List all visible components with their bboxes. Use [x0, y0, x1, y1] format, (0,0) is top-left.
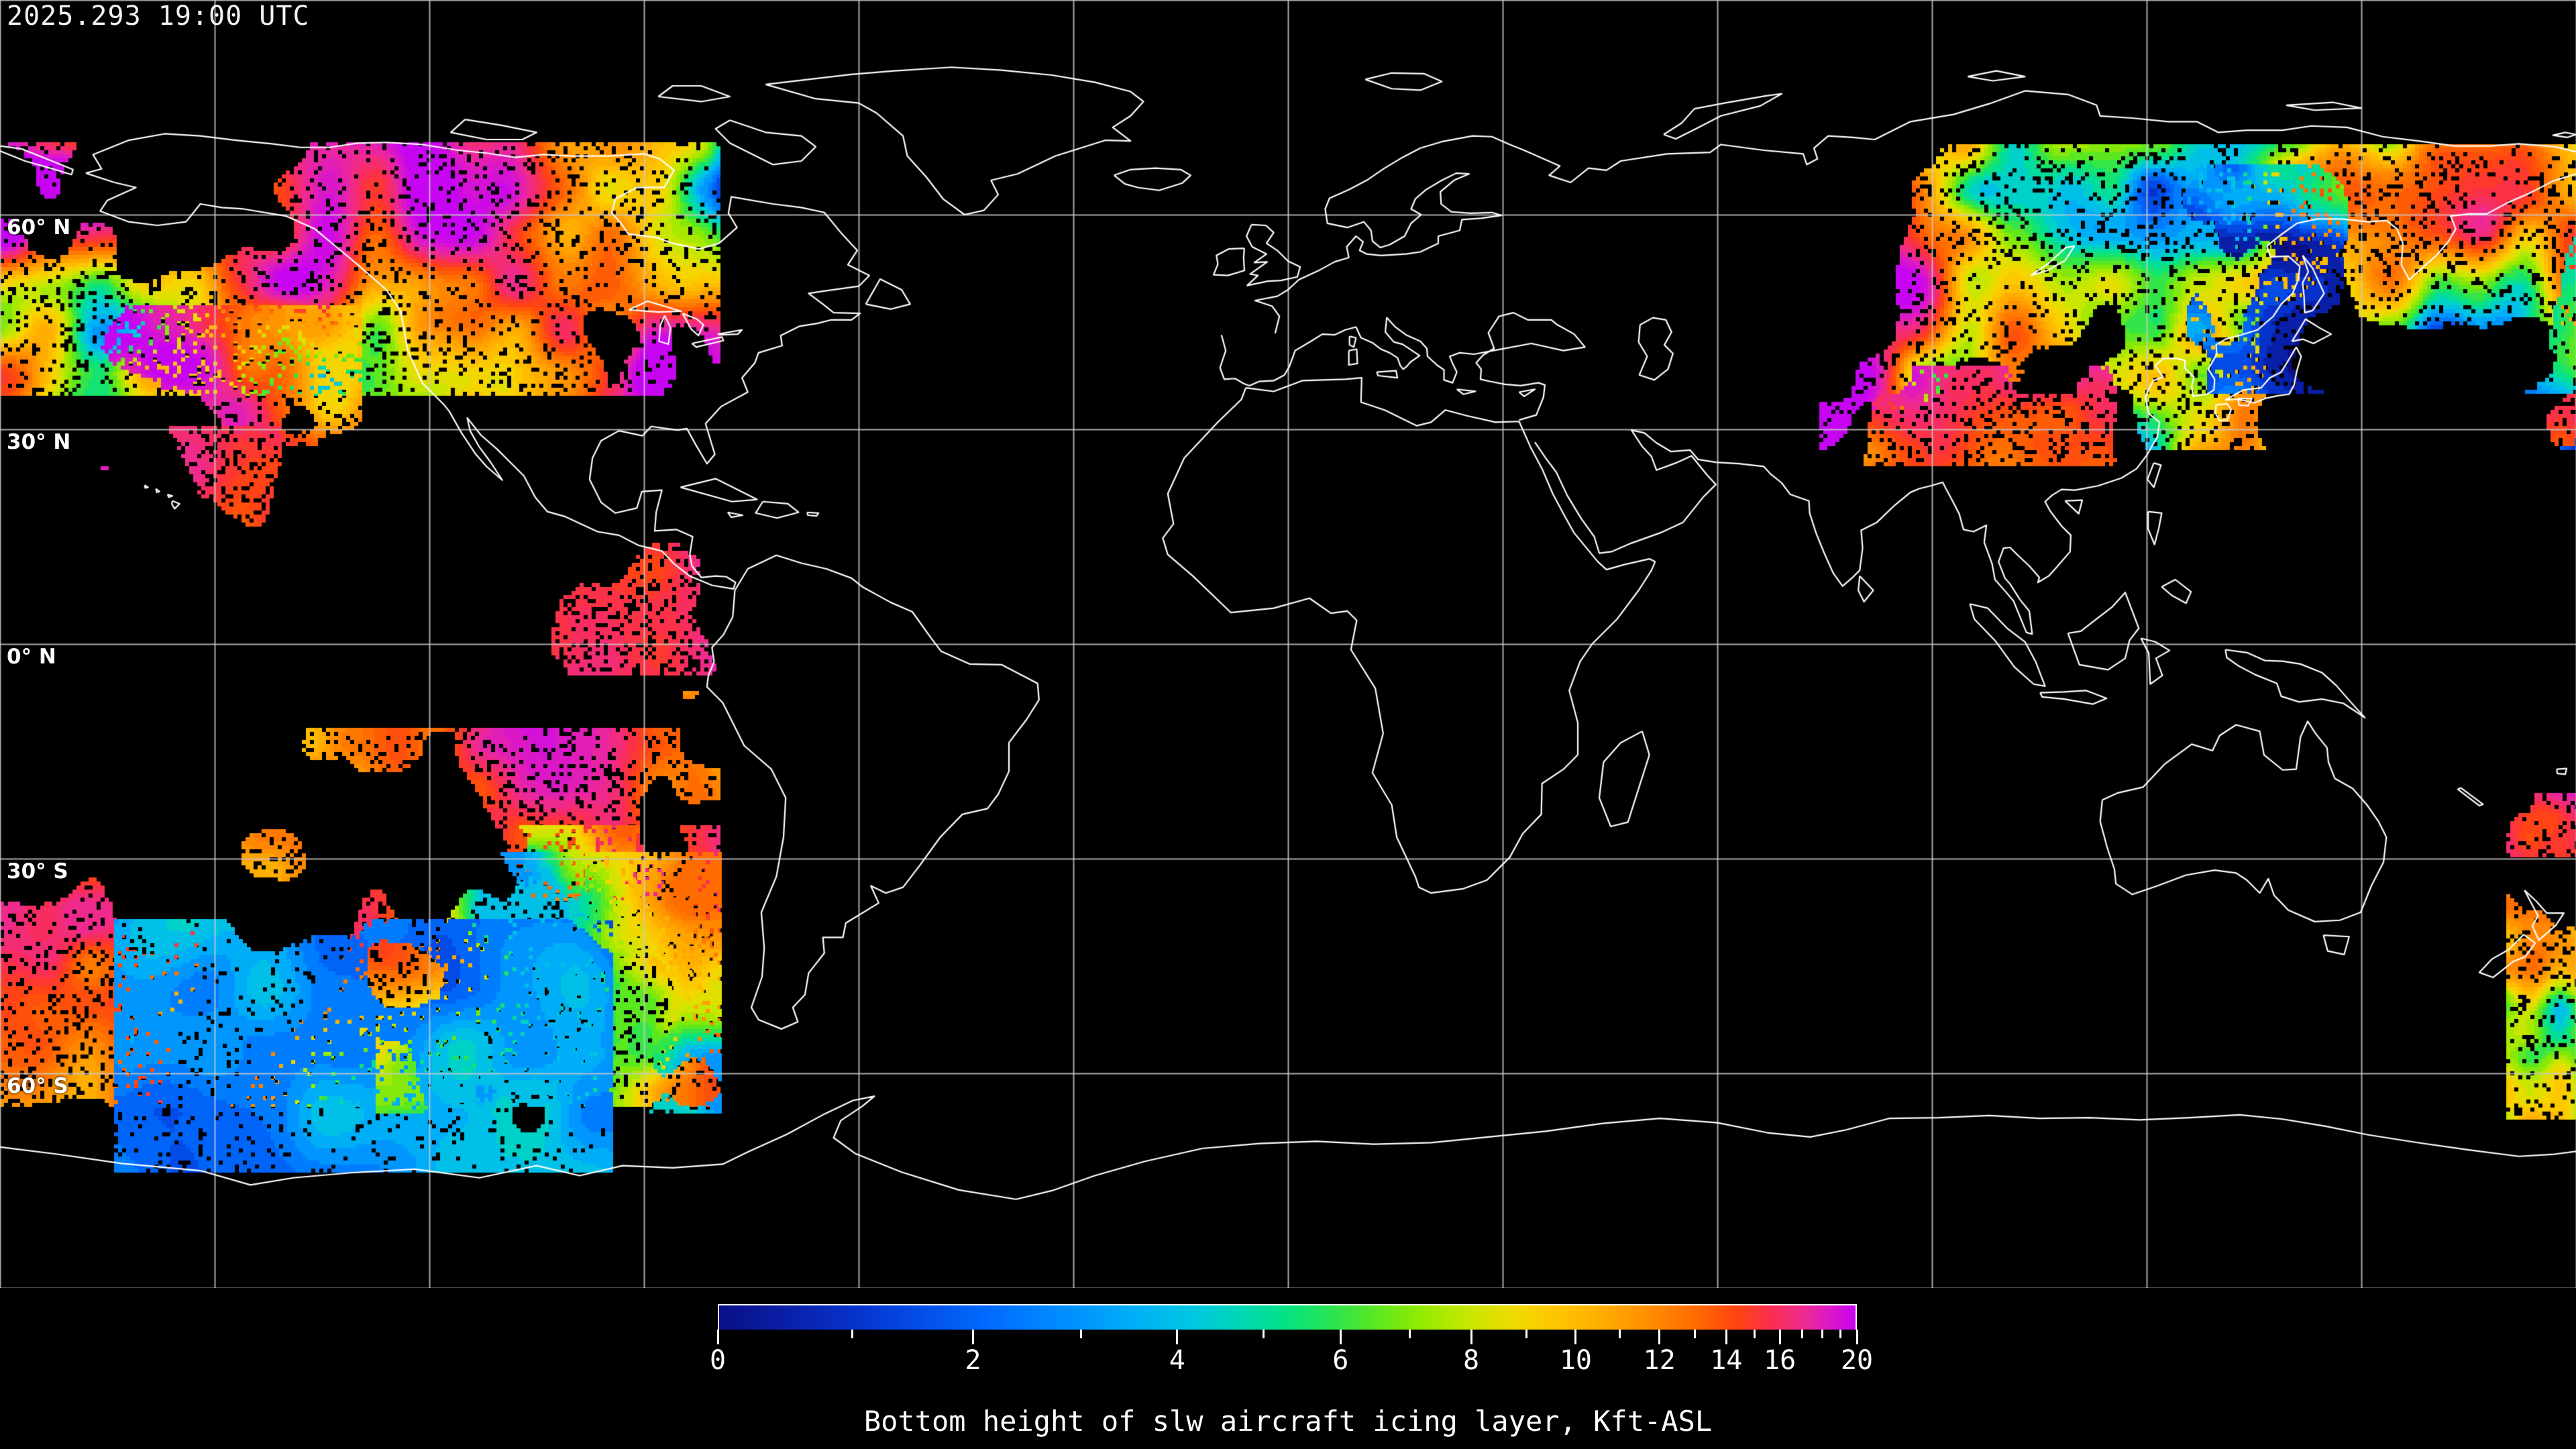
latitude-label: 60° S	[7, 1074, 68, 1098]
colorbar-tick-label: 20	[1840, 1345, 1874, 1376]
colorbar-tick-label: 4	[1169, 1345, 1185, 1376]
colorbar-caption: Bottom height of slw aircraft icing laye…	[863, 1405, 1713, 1438]
colorbar-tick-label: 16	[1764, 1345, 1796, 1376]
colorbar-tick-label: 2	[965, 1345, 981, 1376]
latitude-label: 30° S	[7, 859, 68, 883]
timestamp-label: 2025.293 19:00 UTC	[7, 1, 310, 32]
colorbar-major-tick	[1725, 1330, 1727, 1344]
colorbar-minor-tick	[1525, 1330, 1527, 1338]
latitude-label: 60° N	[7, 215, 71, 239]
latitude-label: 0° N	[7, 645, 56, 669]
colorbar-minor-tick	[1079, 1330, 1082, 1338]
colorbar-minor-tick	[851, 1330, 854, 1338]
colorbar-major-tick	[1176, 1330, 1179, 1344]
colorbar-major-tick	[971, 1330, 974, 1344]
colorbar-minor-tick	[1619, 1330, 1621, 1338]
colorbar-minor-tick	[1753, 1330, 1756, 1338]
colorbar-major-tick	[1856, 1330, 1858, 1344]
colorbar-tick-label: 8	[1463, 1345, 1480, 1376]
colorbar-tick-label: 14	[1710, 1345, 1743, 1376]
colorbar-minor-tick	[1262, 1330, 1265, 1338]
colorbar-major-tick	[1470, 1330, 1472, 1344]
colorbar-tick-label: 12	[1643, 1345, 1676, 1376]
colorbar-major-tick	[1658, 1330, 1661, 1344]
colorbar-minor-tick	[1408, 1330, 1411, 1338]
colorbar-tick-label: 10	[1559, 1345, 1593, 1376]
colorbar-minor-tick	[1821, 1330, 1824, 1338]
latitude-label: 30° N	[7, 430, 71, 454]
colorbar-tick-label: 0	[709, 1345, 727, 1376]
colorbar-major-tick	[716, 1330, 719, 1344]
colorbar-major-tick	[1778, 1330, 1781, 1344]
colorbar-minor-tick	[1839, 1330, 1842, 1338]
colorbar-minor-tick	[1801, 1330, 1804, 1338]
colorbar-major-tick	[1339, 1330, 1342, 1344]
colorbar-minor-tick	[1693, 1330, 1696, 1338]
colorbar-major-tick	[1574, 1330, 1577, 1344]
colorbar-tick-label: 6	[1332, 1345, 1349, 1376]
world-map-canvas	[0, 0, 2576, 1288]
colorbar-gradient	[718, 1304, 1857, 1330]
